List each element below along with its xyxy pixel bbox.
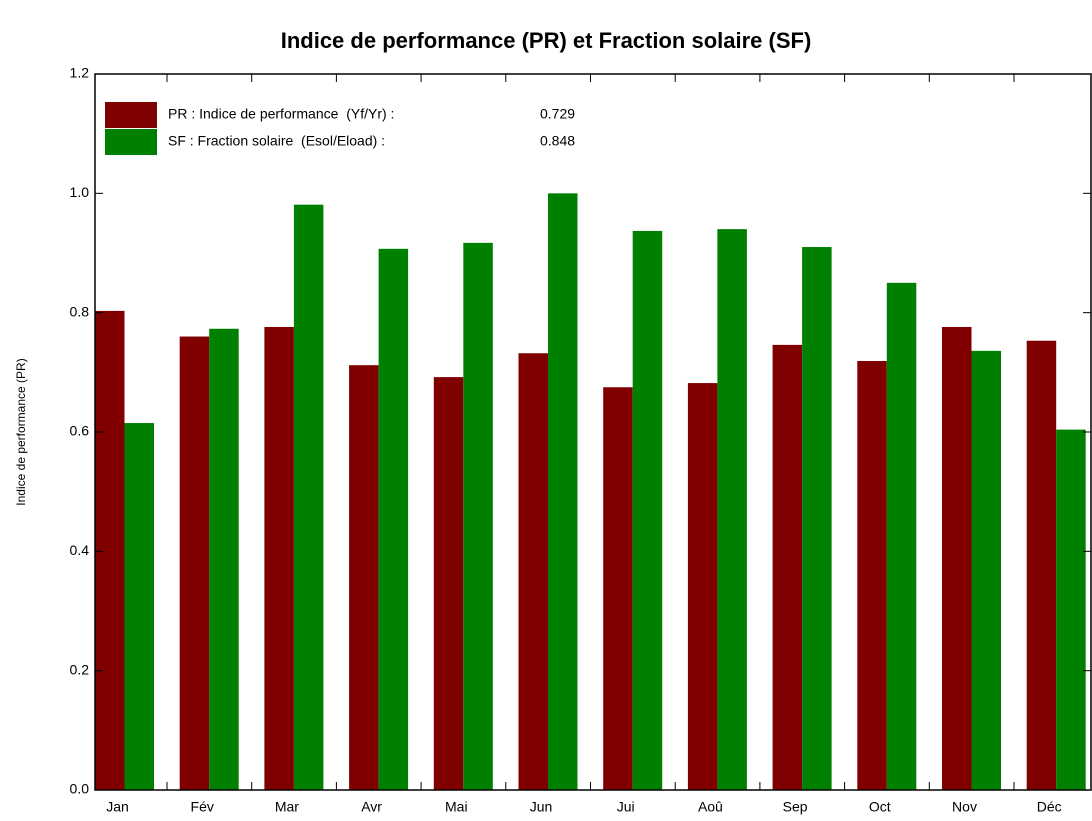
bar (209, 328, 239, 790)
y-tick-label: 1.0 (70, 184, 90, 200)
bar (1056, 429, 1086, 790)
y-tick-label: 0.8 (70, 303, 90, 319)
legend-value: 0.729 (540, 106, 575, 122)
bar (179, 336, 210, 790)
bar (603, 387, 633, 790)
x-tick-label: Déc (1037, 799, 1062, 815)
bar (349, 365, 379, 790)
bar (717, 229, 747, 791)
x-tick-label: Jan (106, 799, 129, 815)
bar (857, 360, 887, 790)
x-tick-label: Aoû (698, 799, 723, 815)
x-tick-label: Mai (445, 799, 468, 815)
x-tick-label: Oct (869, 799, 891, 815)
x-tick-label: Sep (783, 799, 808, 815)
y-axis-label: Indice de performance (PR) (14, 358, 28, 505)
y-tick-label: 0.6 (70, 423, 90, 439)
bar (463, 242, 493, 790)
chart-title: Indice de performance (PR) et Fraction s… (281, 28, 812, 53)
y-tick-label: 0.0 (70, 781, 90, 797)
x-tick-label: Jui (617, 799, 635, 815)
bar (433, 377, 464, 790)
legend-label: PR : Indice de performance (Yf/Yr) : (168, 106, 394, 122)
bar (772, 344, 803, 790)
y-tick-label: 1.2 (70, 65, 90, 81)
x-tick-label: Nov (952, 799, 977, 815)
bar (971, 350, 1001, 790)
y-tick-label: 0.2 (70, 661, 90, 677)
y-tick-label: 0.4 (70, 542, 90, 558)
legend-swatch (105, 129, 157, 155)
legend-label: SF : Fraction solaire (Esol/Eload) : (168, 133, 385, 149)
bar (95, 310, 125, 790)
legend-value: 0.848 (540, 133, 575, 149)
bar (886, 282, 917, 790)
x-tick-label: Avr (361, 799, 382, 815)
legend-swatch (105, 102, 157, 128)
bar (264, 326, 294, 790)
bar (548, 193, 578, 791)
bar (632, 230, 663, 790)
bar (124, 423, 154, 790)
bar (1026, 340, 1057, 790)
bar (518, 353, 548, 790)
bar (293, 204, 324, 791)
bar (378, 248, 409, 790)
bar (687, 383, 718, 790)
bar (802, 247, 832, 791)
x-tick-label: Mar (275, 799, 299, 815)
x-tick-label: Fév (191, 799, 214, 815)
bar (942, 326, 972, 790)
x-tick-label: Jun (530, 799, 553, 815)
plot-frame (94, 73, 1092, 791)
